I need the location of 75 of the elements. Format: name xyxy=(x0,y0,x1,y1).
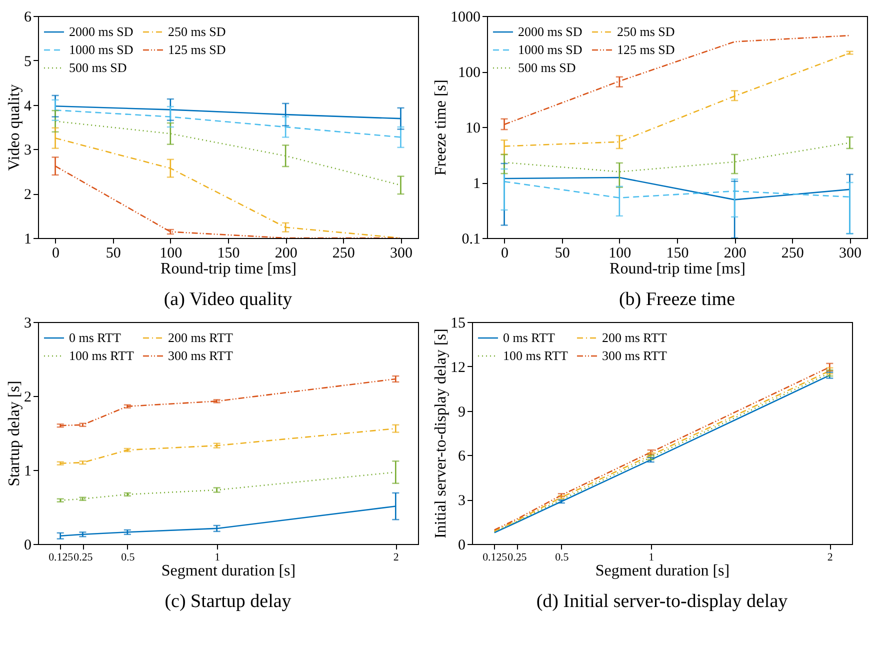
y-axis-title: Video quality xyxy=(6,84,23,171)
legend-label: 1000 ms SD xyxy=(518,42,582,57)
x-tick-label: 150 xyxy=(666,246,689,262)
x-tick-label: 50 xyxy=(554,246,570,262)
legend-label: 100 ms RTT xyxy=(69,348,134,363)
y-tick-label: 9 xyxy=(458,404,466,420)
text: (a) Video quality xyxy=(164,289,293,310)
y-tick-label: 0 xyxy=(24,538,32,554)
x-tick-label: 1 xyxy=(214,552,220,564)
y-tick-label: 6 xyxy=(24,10,32,26)
legend-label: 300 ms RTT xyxy=(168,348,233,363)
x-tick-label: 250 xyxy=(332,246,355,262)
y-tick-label: 3 xyxy=(458,493,466,510)
y-tick-label: 10 xyxy=(466,120,480,136)
y-tick-label: 3 xyxy=(24,316,32,332)
x-tick-label: 250 xyxy=(781,246,804,262)
x-tick-label: 2 xyxy=(393,552,399,564)
x-axis-title: Segment duration [s] xyxy=(595,562,730,580)
y-axis-title: Startup delay [s] xyxy=(6,380,23,486)
legend-label: 300 ms RTT xyxy=(602,348,667,363)
legend-label: 125 ms SD xyxy=(168,42,226,57)
y-tick-label: 6 xyxy=(458,448,466,465)
y-tick-label: 0.1 xyxy=(462,232,480,248)
text: (d) Initial server-to-display delay xyxy=(536,590,788,612)
legend-label: 0 ms RTT xyxy=(69,330,121,345)
legend-label: 200 ms RTT xyxy=(602,330,667,345)
x-tick-label: 50 xyxy=(106,246,121,262)
y-tick-label: 1 xyxy=(24,232,32,248)
text: (c) Startup delay xyxy=(164,590,292,612)
legend-label: 2000 ms SD xyxy=(518,24,582,39)
y-tick-label: 12 xyxy=(450,360,466,376)
legend-label: 1000 ms SD xyxy=(69,42,134,57)
x-tick-label: 200 xyxy=(274,246,298,262)
legend-label: 125 ms SD xyxy=(617,42,675,57)
x-tick-label: 300 xyxy=(838,246,862,262)
x-tick-label: 0.125 xyxy=(48,552,74,564)
y-axis-title: Freeze time [s] xyxy=(432,80,450,176)
x-tick-label: 0 xyxy=(52,246,60,262)
y-tick-label: 0 xyxy=(458,538,466,554)
x-tick-label: 1 xyxy=(648,552,654,564)
x-tick-label: 300 xyxy=(390,246,412,262)
y-tick-label: 5 xyxy=(24,54,32,70)
legend-label: 500 ms SD xyxy=(518,60,576,75)
x-tick-label: 0.25 xyxy=(508,552,528,564)
x-tick-label: 0.5 xyxy=(121,552,136,564)
y-tick-label: 1 xyxy=(473,176,480,192)
legend-label: 500 ms SD xyxy=(69,60,127,75)
x-axis-title: Round-trip time [ms] xyxy=(160,260,296,278)
x-tick-label: 150 xyxy=(217,246,240,262)
y-tick-label: 3 xyxy=(24,142,32,159)
x-tick-label: 0.25 xyxy=(74,552,94,564)
legend-label: 250 ms SD xyxy=(168,24,226,39)
x-tick-label: 2 xyxy=(827,552,833,564)
x-tick-label: 0 xyxy=(501,246,509,262)
x-tick-label: 200 xyxy=(724,246,746,262)
y-tick-label: 4 xyxy=(24,98,32,114)
legend-label: 0 ms RTT xyxy=(503,330,555,345)
x-tick-label: 100 xyxy=(608,246,632,262)
legend-label: 2000 ms SD xyxy=(69,24,134,39)
y-tick-label: 2 xyxy=(24,187,32,204)
y-tick-label: 2 xyxy=(24,390,32,406)
y-tick-label: 1 xyxy=(24,464,32,480)
y-tick-label: 1000 xyxy=(450,10,480,26)
x-tick-label: 0.5 xyxy=(555,552,570,564)
legend-label: 200 ms RTT xyxy=(168,330,233,345)
legend-label: 250 ms SD xyxy=(617,24,675,39)
y-tick-label: 100 xyxy=(458,65,480,81)
x-axis-title: Round-trip time [ms] xyxy=(610,260,746,278)
x-tick-label: 100 xyxy=(160,246,182,262)
y-tick-label: 15 xyxy=(450,316,466,332)
legend-label: 100 ms RTT xyxy=(503,348,568,363)
y-axis-title: Initial server-to-display delay [s] xyxy=(432,328,450,538)
text: (b) Freeze time xyxy=(618,289,736,310)
x-tick-label: 0.125 xyxy=(482,552,508,564)
x-axis-title: Segment duration [s] xyxy=(161,562,296,580)
